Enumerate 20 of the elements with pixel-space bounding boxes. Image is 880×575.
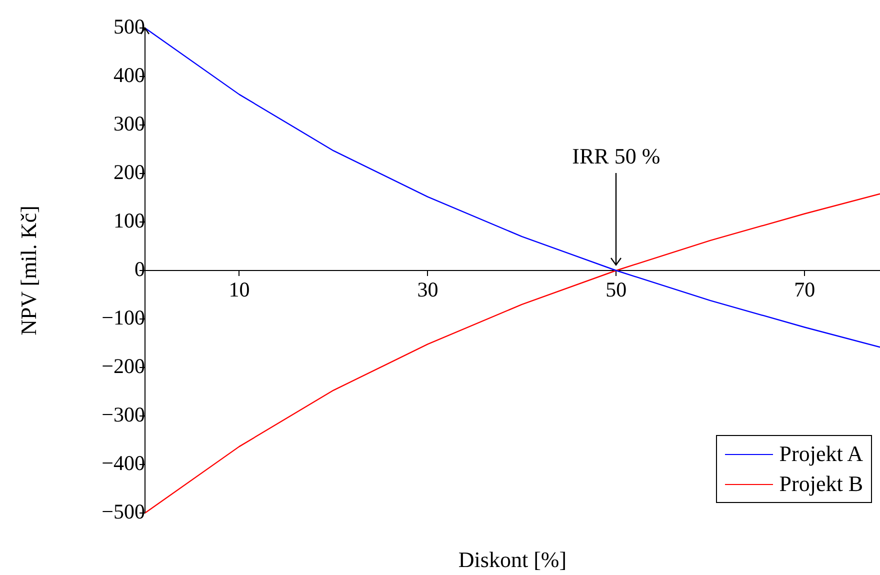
x-axis-title: Diskont [%] — [458, 546, 567, 572]
legend-label: Projekt B — [779, 471, 863, 497]
y-tick-label: 200 — [114, 160, 145, 184]
legend-label: Projekt A — [779, 441, 863, 467]
y-tick-label: 100 — [114, 208, 145, 233]
y-tick-label: 500 — [114, 14, 145, 39]
y-tick-label: −300 — [102, 402, 145, 427]
y-tick-label: −500 — [102, 500, 145, 524]
y-tick-label: −100 — [102, 306, 145, 330]
annotation: IRR 50 % — [572, 143, 660, 168]
y-axis-title: NPV [mil. Kč] — [16, 206, 41, 336]
y-tick-label: 300 — [114, 112, 145, 136]
y-tick-label: −200 — [102, 354, 145, 378]
x-tick-label: 30 — [417, 278, 438, 302]
x-tick-label: 10 — [228, 278, 250, 302]
x-tick-label: 70 — [794, 278, 816, 302]
y-tick-label: −400 — [102, 451, 145, 476]
y-tick-label: 400 — [114, 63, 145, 88]
y-tick-label: 0 — [134, 257, 145, 282]
x-tick-label: 50 — [606, 278, 627, 302]
